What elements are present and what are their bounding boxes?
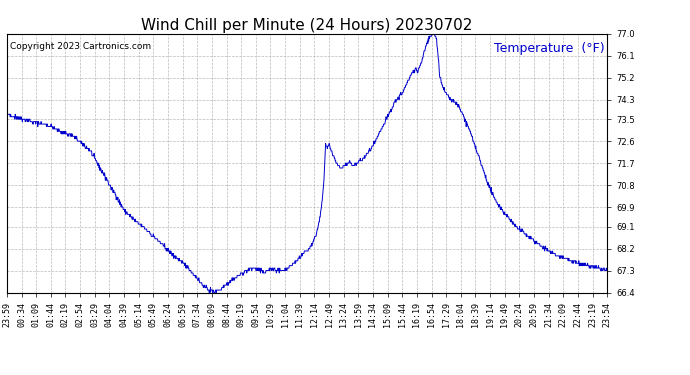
Title: Wind Chill per Minute (24 Hours) 20230702: Wind Chill per Minute (24 Hours) 2023070… [141,18,473,33]
Text: Temperature  (°F): Temperature (°F) [493,42,604,54]
Text: Copyright 2023 Cartronics.com: Copyright 2023 Cartronics.com [10,42,151,51]
